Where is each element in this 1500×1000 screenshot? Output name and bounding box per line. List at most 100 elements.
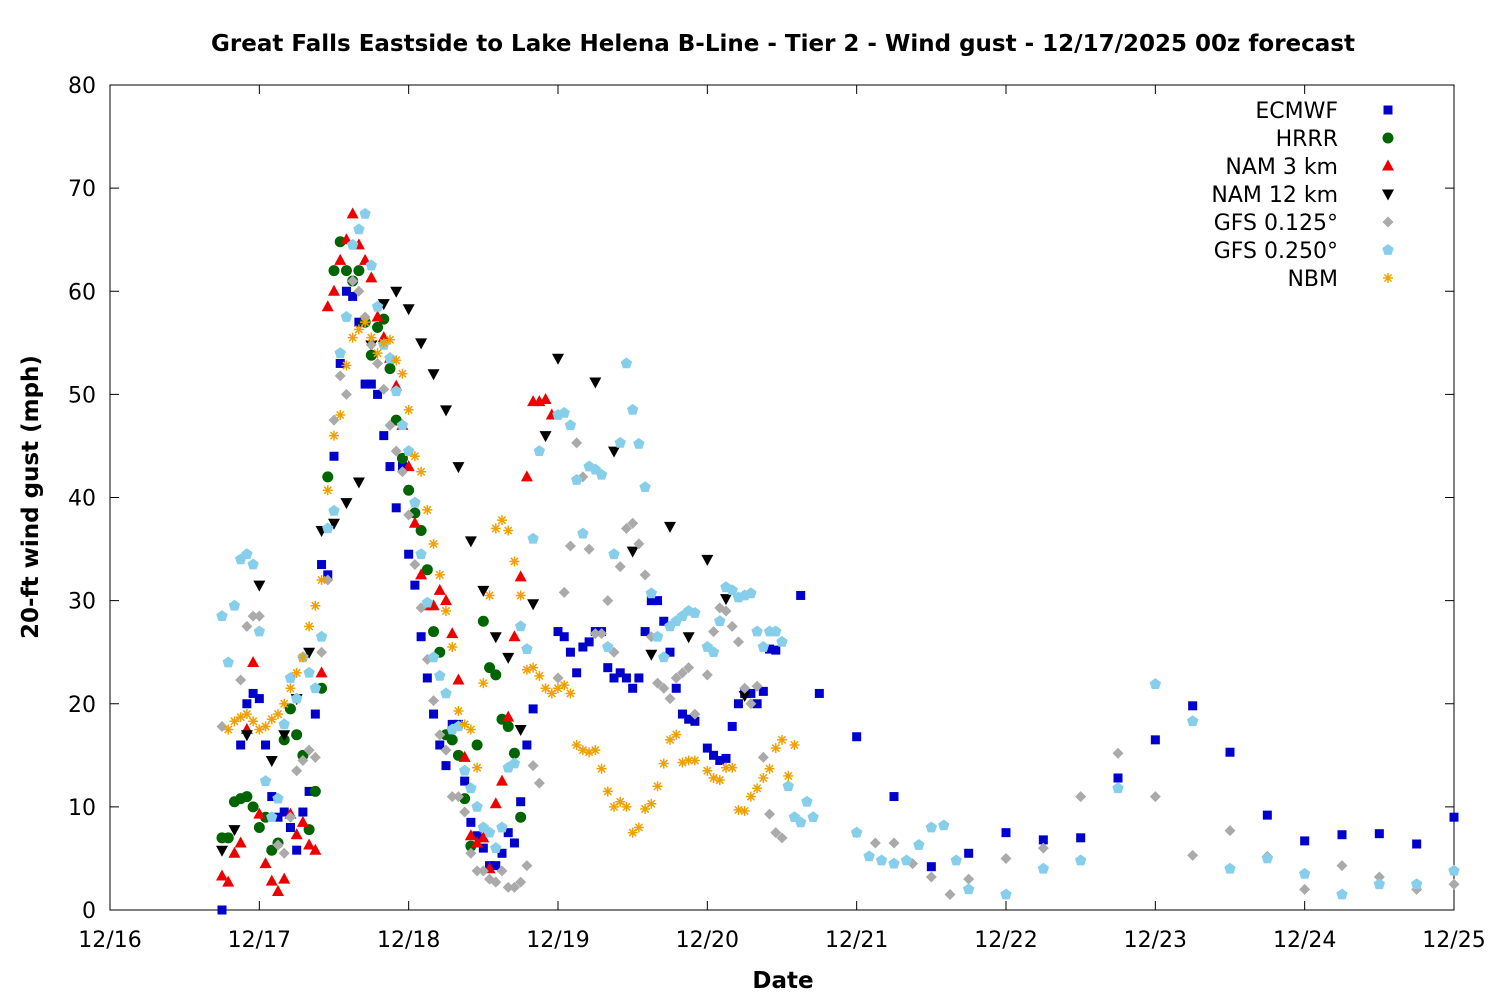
- data-point-gfs-0-250: [1261, 852, 1274, 864]
- data-point-gfs-0-125: [452, 791, 464, 803]
- data-point-gfs-0-250: [614, 436, 626, 448]
- data-point-ecmwf: [771, 645, 781, 655]
- data-point-ecmwf: [285, 823, 295, 832]
- data-point-gfs-0-125: [1373, 871, 1385, 883]
- data-point-nbm: [745, 791, 756, 802]
- data-point-gfs-0-125: [440, 744, 452, 756]
- data-point-gfs-0-125: [652, 677, 664, 689]
- data-point-ecmwf: [572, 668, 582, 678]
- data-point-gfs-0-125: [303, 744, 315, 756]
- data-point-gfs-0-250: [658, 651, 670, 663]
- data-point-nbm: [484, 590, 495, 601]
- data-point-ecmwf: [603, 663, 613, 673]
- data-point-gfs-0-250: [1149, 678, 1162, 690]
- data-point-nbm: [515, 590, 526, 601]
- data-point-hrrr: [496, 713, 508, 725]
- data-point-ecmwf: [335, 358, 345, 368]
- data-point-gfs-0-250: [322, 522, 334, 534]
- data-point-hrrr: [477, 615, 489, 627]
- y-tick-label: 50: [68, 383, 96, 408]
- data-point-gfs-0-125: [633, 538, 645, 550]
- data-point-gfs-0-250: [776, 635, 788, 647]
- data-point-nam-3-km: [471, 836, 484, 848]
- legend-marker-nbm: [1383, 273, 1393, 283]
- data-point-ecmwf: [1076, 833, 1086, 843]
- data-point-nbm: [422, 504, 433, 515]
- data-point-gfs-0-250: [396, 419, 409, 431]
- data-point-nam-12-km: [402, 304, 415, 316]
- legend-marker-hrrr: [1382, 132, 1394, 144]
- data-point-nbm: [752, 783, 763, 794]
- data-point-nbm: [447, 642, 458, 653]
- data-point-nam-3-km: [408, 516, 421, 528]
- data-point-gfs-0-125: [614, 561, 626, 573]
- data-point-gfs-0-125: [963, 873, 975, 885]
- data-point-gfs-0-250: [707, 646, 720, 658]
- data-point-nam-3-km: [458, 750, 471, 762]
- x-tick-label: 12/22: [974, 928, 1037, 953]
- data-point-nbm: [509, 556, 520, 567]
- data-point-hrrr: [284, 703, 296, 715]
- data-point-gfs-0-250: [471, 800, 483, 812]
- data-point-nam-12-km: [682, 632, 695, 644]
- data-point-gfs-0-250: [346, 238, 359, 250]
- series-gfs-0-250: [216, 207, 1460, 900]
- data-point-gfs-0-125: [1448, 878, 1460, 890]
- legend-label-hrrr: HRRR: [1276, 127, 1338, 152]
- legend-label-nbm: NBM: [1287, 267, 1338, 292]
- y-tick-label: 70: [68, 177, 96, 202]
- data-point-gfs-0-250: [608, 548, 620, 560]
- legend-marker-nam-3-km: [1382, 159, 1394, 171]
- legend-label-nam-12-km: NAM 12 km: [1211, 183, 1338, 208]
- data-point-nbm: [665, 734, 675, 745]
- data-point-hrrr: [334, 236, 346, 248]
- data-point-gfs-0-125: [353, 285, 365, 297]
- data-point-gfs-0-125: [284, 811, 296, 823]
- data-point-ecmwf: [634, 673, 644, 683]
- data-point-ecmwf: [615, 668, 625, 678]
- data-point-nbm: [223, 724, 234, 735]
- data-point-ecmwf: [503, 828, 513, 838]
- data-point-gfs-0-250: [639, 481, 651, 493]
- data-point-ecmwf: [758, 686, 768, 696]
- data-point-ecmwf: [702, 743, 712, 753]
- y-tick-label: 20: [68, 693, 96, 718]
- data-point-nbm: [391, 355, 402, 366]
- data-point-ecmwf: [422, 673, 432, 683]
- data-point-ecmwf: [491, 861, 501, 871]
- data-point-nam-12-km: [216, 845, 228, 857]
- data-point-gfs-0-250: [452, 720, 465, 732]
- data-point-gfs-0-125: [496, 865, 508, 877]
- data-point-ecmwf: [628, 683, 638, 693]
- data-point-gfs-0-250: [421, 596, 434, 608]
- data-point-ecmwf: [727, 721, 737, 731]
- data-point-gfs-0-250: [863, 850, 875, 862]
- data-point-nam-3-km: [452, 673, 465, 685]
- data-point-gfs-0-125: [372, 357, 384, 369]
- data-point-nam-3-km: [334, 253, 347, 265]
- data-point-gfs-0-250: [888, 857, 900, 869]
- data-point-nam-12-km: [328, 518, 340, 530]
- data-point-ecmwf: [1337, 830, 1347, 840]
- data-point-gfs-0-125: [515, 876, 527, 888]
- y-tick-label: 60: [68, 280, 96, 305]
- y-axis: 0 10 20 30 40 50 60 70 80: [68, 74, 1454, 924]
- data-point-gfs-0-250: [253, 625, 266, 637]
- data-point-ecmwf: [653, 596, 663, 606]
- data-point-ecmwf: [733, 699, 743, 709]
- data-point-gfs-0-250: [925, 821, 938, 833]
- data-point-ecmwf: [298, 807, 308, 817]
- data-point-gfs-0-250: [434, 669, 446, 681]
- chart-title: Great Falls Eastside to Lake Helena B-Li…: [211, 31, 1355, 57]
- data-point-nbm: [291, 667, 302, 678]
- data-point-gfs-0-125: [627, 517, 639, 529]
- data-point-nbm: [304, 621, 315, 632]
- data-point-nbm: [229, 716, 240, 727]
- data-point-nbm: [571, 740, 582, 750]
- data-point-gfs-0-125: [732, 636, 744, 648]
- data-point-nam-3-km: [216, 869, 228, 881]
- x-tick-label: 12/23: [1124, 928, 1187, 953]
- data-point-gfs-0-250: [807, 811, 819, 823]
- x-tick-label: 12/17: [228, 928, 291, 953]
- data-point-gfs-0-125: [403, 509, 415, 521]
